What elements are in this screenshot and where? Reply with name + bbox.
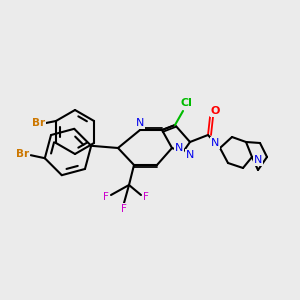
- Text: Cl: Cl: [180, 98, 192, 108]
- Text: F: F: [103, 192, 109, 202]
- Text: Br: Br: [32, 118, 46, 128]
- Text: O: O: [210, 106, 220, 116]
- Text: F: F: [121, 204, 127, 214]
- Text: F: F: [143, 192, 149, 202]
- Text: Br: Br: [16, 149, 29, 159]
- Text: N: N: [186, 150, 194, 160]
- Text: N: N: [136, 118, 144, 128]
- Text: N: N: [254, 155, 262, 165]
- Text: N: N: [175, 143, 183, 153]
- Text: N: N: [211, 138, 219, 148]
